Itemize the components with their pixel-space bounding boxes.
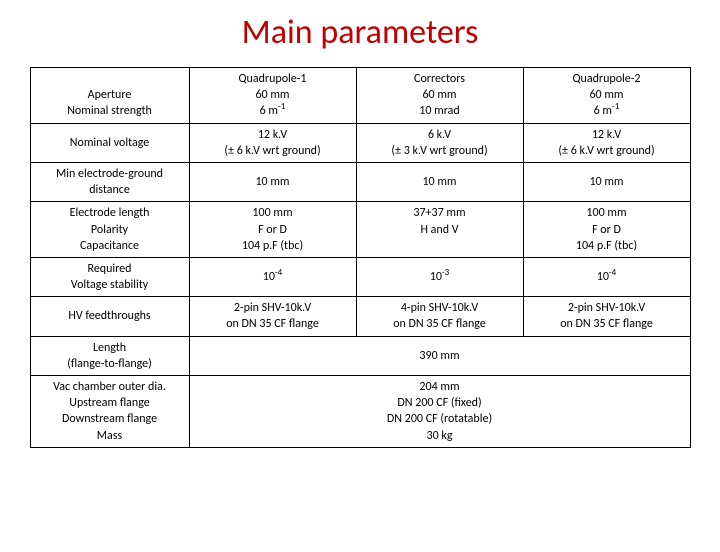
cell: 37+37 mmH and V: [356, 202, 523, 258]
page-title: Main parameters: [0, 12, 720, 53]
cell: Correctors60 mm10 mrad: [356, 68, 523, 124]
table-row: Vac chamber outer dia.Upstream flangeDow…: [30, 376, 690, 448]
cell: Quadrupole-160 mm6 m-1: [189, 68, 356, 124]
cell: 6 k.V(± 3 k.V wrt ground): [356, 123, 523, 162]
row-label: Nominal voltage: [30, 123, 189, 162]
table-row: ApertureNominal strengthQuadrupole-160 m…: [30, 68, 690, 124]
cell: 12 k.V(± 6 k.V wrt ground): [523, 123, 690, 162]
table-row: HV feedthroughs2-pin SHV-10k.Von DN 35 C…: [30, 297, 690, 336]
params-table: ApertureNominal strengthQuadrupole-160 m…: [30, 67, 691, 448]
table-row: RequiredVoltage stability10-410-310-4: [30, 257, 690, 296]
cell: 2-pin SHV-10k.Von DN 35 CF flange: [189, 297, 356, 336]
table-row: Length(flange-to-flange)390 mm: [30, 336, 690, 375]
row-label: Electrode lengthPolarityCapacitance: [30, 202, 189, 258]
merged-cell: 204 mmDN 200 CF (fixed)DN 200 CF (rotata…: [189, 376, 690, 448]
cell: 12 k.V(± 6 k.V wrt ground): [189, 123, 356, 162]
cell: 10-4: [523, 257, 690, 296]
cell: 10 mm: [356, 162, 523, 201]
row-label: ApertureNominal strength: [30, 68, 189, 124]
cell: 100 mmF or D104 p.F (tbc): [189, 202, 356, 258]
table-row: Electrode lengthPolarityCapacitance100 m…: [30, 202, 690, 258]
cell: 2-pin SHV-10k.Von DN 35 CF flange: [523, 297, 690, 336]
row-label: RequiredVoltage stability: [30, 257, 189, 296]
cell: 4-pin SHV-10k.Von DN 35 CF flange: [356, 297, 523, 336]
merged-cell: 390 mm: [189, 336, 690, 375]
cell: 10 mm: [189, 162, 356, 201]
cell: 10-3: [356, 257, 523, 296]
cell: 10-4: [189, 257, 356, 296]
row-label: Vac chamber outer dia.Upstream flangeDow…: [30, 376, 189, 448]
table-row: Min electrode-grounddistance10 mm10 mm10…: [30, 162, 690, 201]
row-label: Length(flange-to-flange): [30, 336, 189, 375]
cell: 100 mmF or D104 p.F (tbc): [523, 202, 690, 258]
cell: 10 mm: [523, 162, 690, 201]
table-row: Nominal voltage12 k.V(± 6 k.V wrt ground…: [30, 123, 690, 162]
row-label: HV feedthroughs: [30, 297, 189, 336]
cell: Quadrupole-260 mm6 m-1: [523, 68, 690, 124]
row-label: Min electrode-grounddistance: [30, 162, 189, 201]
